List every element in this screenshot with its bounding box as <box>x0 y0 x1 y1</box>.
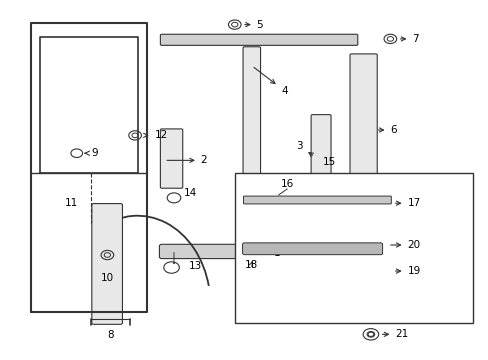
Text: 6: 6 <box>378 125 396 135</box>
FancyBboxPatch shape <box>159 244 300 258</box>
Text: 17: 17 <box>395 198 420 208</box>
Text: 21: 21 <box>382 329 407 339</box>
FancyBboxPatch shape <box>349 54 376 188</box>
Text: 5: 5 <box>244 19 263 30</box>
Text: 1: 1 <box>273 248 280 258</box>
Text: 13: 13 <box>188 261 202 271</box>
Text: 15: 15 <box>322 157 336 167</box>
Text: 7: 7 <box>400 34 418 44</box>
FancyBboxPatch shape <box>242 243 382 255</box>
Text: 2: 2 <box>167 156 207 165</box>
Text: 12: 12 <box>143 130 167 140</box>
Text: 8: 8 <box>107 330 114 341</box>
FancyArrowPatch shape <box>173 252 174 264</box>
Text: 9: 9 <box>85 148 98 158</box>
Text: 3: 3 <box>296 141 313 157</box>
Text: 14: 14 <box>183 188 197 198</box>
FancyBboxPatch shape <box>92 203 122 324</box>
FancyBboxPatch shape <box>243 196 390 204</box>
Text: 4: 4 <box>253 67 287 96</box>
Text: 16: 16 <box>281 179 294 189</box>
Text: 10: 10 <box>100 273 113 283</box>
Text: 18: 18 <box>244 260 257 270</box>
Text: 19: 19 <box>395 266 420 276</box>
FancyBboxPatch shape <box>160 34 357 45</box>
FancyBboxPatch shape <box>243 47 260 192</box>
Text: 20: 20 <box>390 240 420 250</box>
FancyBboxPatch shape <box>310 114 330 188</box>
Bar <box>234 173 472 323</box>
Text: 11: 11 <box>65 198 79 208</box>
FancyBboxPatch shape <box>160 129 183 188</box>
